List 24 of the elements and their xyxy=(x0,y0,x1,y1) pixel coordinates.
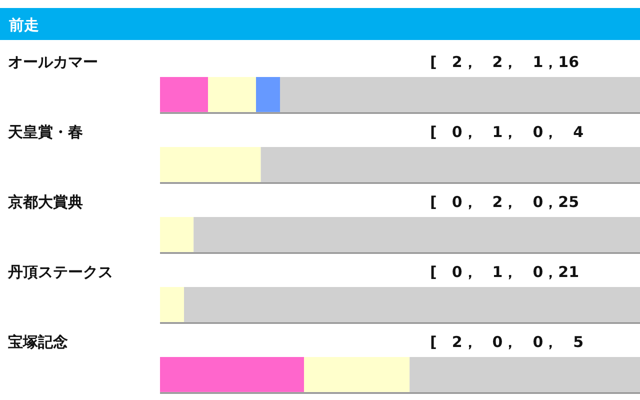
bar xyxy=(208,77,256,112)
bar xyxy=(160,147,261,182)
annotation: [ 2， 0， 0， 5 xyxy=(430,333,584,351)
bar xyxy=(280,77,640,112)
bar xyxy=(194,217,640,252)
bar xyxy=(160,287,184,322)
bar xyxy=(160,217,194,252)
annotation: [ 2， 2， 1，16 xyxy=(430,53,580,71)
y-tick-label: オールカマー xyxy=(8,53,98,71)
annotation: [ 0， 1， 0， 4 xyxy=(430,123,584,141)
bar xyxy=(410,357,640,392)
annotation: [ 0， 2， 0，25 xyxy=(430,193,580,211)
y-tick-label: 天皇賞・春 xyxy=(7,123,83,141)
y-tick-label: 京都大賞典 xyxy=(7,193,83,211)
y-tick-label: 丹頂ステークス xyxy=(7,263,113,281)
bar xyxy=(160,77,208,112)
y-tick-label: 宝塚記念 xyxy=(8,333,68,351)
bar xyxy=(256,77,280,112)
bar xyxy=(304,357,410,392)
annotation: [ 0， 1， 0，21 xyxy=(430,263,580,281)
bar xyxy=(184,287,640,322)
title: 前走 xyxy=(0,8,640,40)
bar xyxy=(160,357,304,392)
bar xyxy=(260,147,640,182)
